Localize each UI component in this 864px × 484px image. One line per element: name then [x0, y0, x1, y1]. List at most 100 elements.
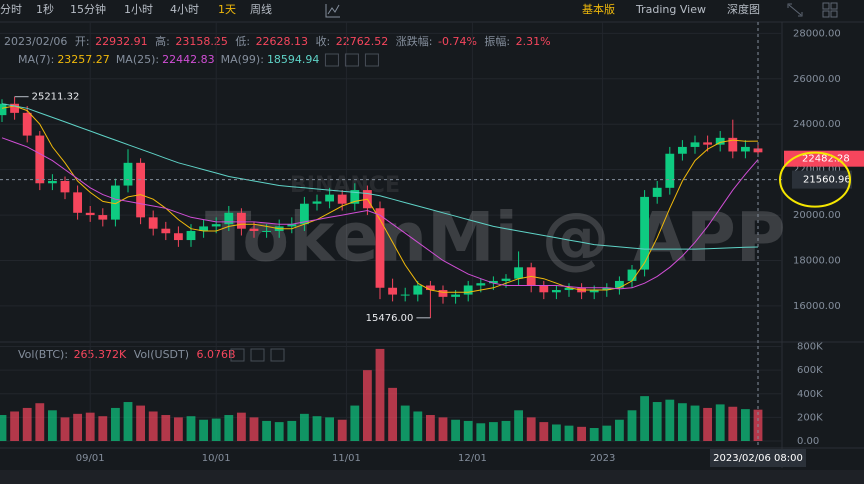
last-price: 22482.28 — [802, 154, 850, 165]
volume-bar — [161, 415, 171, 441]
low-label: 低: — [235, 35, 250, 48]
fullscreen-icon[interactable] — [787, 3, 803, 17]
candle-body — [224, 212, 234, 225]
candle-body — [375, 208, 385, 288]
candle-body — [665, 153, 675, 188]
view-tab[interactable]: 深度图 — [727, 2, 760, 16]
candle-body — [413, 285, 423, 295]
y-tick-label: 20000.00 — [793, 210, 841, 221]
x-tick-label: 11/01 — [332, 453, 361, 464]
volume-bar — [551, 424, 561, 441]
volume-bar — [0, 415, 7, 441]
volume-value: 265.372K — [74, 348, 127, 361]
candle-body — [438, 290, 448, 297]
min-label: 15476.00 — [366, 313, 414, 324]
highlight-circle — [779, 151, 851, 208]
volume-tick-label: 0.00 — [797, 436, 819, 447]
volume-bar — [400, 405, 410, 441]
candle-body — [98, 215, 108, 220]
volume-icons[interactable] — [230, 348, 285, 362]
volume-bar — [539, 422, 549, 441]
candle-body — [715, 137, 725, 145]
candle-body — [186, 230, 196, 241]
interval-tab[interactable]: 15分钟 — [70, 2, 106, 16]
volume-bar — [211, 418, 221, 441]
date: 2023/02/06 — [4, 35, 67, 48]
volume-bar — [463, 420, 473, 441]
interval-tab[interactable]: 4小时 — [170, 3, 199, 16]
volume-bar — [690, 405, 700, 441]
view-tab[interactable]: Trading View — [635, 3, 706, 16]
y-tick-label: 18000.00 — [793, 256, 841, 267]
candle-body — [602, 287, 612, 291]
volume-tick-label: 800K — [797, 342, 823, 353]
legend-icon[interactable] — [344, 53, 359, 67]
candle-body — [400, 294, 410, 296]
legend-icon[interactable] — [324, 53, 339, 67]
candle-body — [425, 285, 435, 291]
volume-bar — [287, 420, 297, 441]
x-tick-label: 12/01 — [458, 453, 487, 464]
open-value: 22932.91 — [95, 35, 148, 48]
candle-body — [551, 290, 561, 293]
volume-bar — [425, 415, 435, 441]
legend-name: MA(7): — [18, 53, 54, 66]
interval-tab[interactable]: 分时 — [0, 3, 22, 16]
volume-bar — [740, 409, 750, 441]
interval-tab[interactable]: 1秒 — [36, 2, 54, 16]
candle-body — [287, 224, 297, 227]
view-tab[interactable]: 基本版 — [582, 2, 615, 16]
volume-bar — [501, 420, 511, 441]
candle-body — [22, 112, 32, 136]
interval-tab[interactable]: 1小时 — [124, 3, 153, 16]
legend-icon[interactable] — [364, 53, 379, 67]
indicator-icon[interactable] — [325, 4, 340, 18]
volume-bar — [451, 419, 461, 441]
volume-bar — [589, 428, 599, 441]
candle-body — [350, 190, 360, 204]
crosshair-date: 2023/02/06 08:00 — [713, 453, 803, 464]
legend-value: 23257.27 — [57, 53, 110, 66]
volume-bar — [715, 404, 725, 441]
x-tick-label: 09/01 — [76, 453, 105, 464]
volume-tick-label: 600K — [797, 365, 823, 376]
volume-bar — [236, 412, 246, 441]
candle-body — [47, 181, 57, 184]
candle-body — [312, 201, 322, 204]
low-value: 22628.13 — [256, 35, 309, 48]
crosshair-price: 21560.96 — [803, 175, 851, 186]
candle-body — [249, 228, 259, 231]
volume-bar — [85, 412, 95, 441]
candle-body — [514, 267, 524, 279]
ohlc-info: 2023/02/06 开: 22932.91 高: 23158.25 低: 22… — [4, 34, 551, 48]
volume-bar — [299, 413, 309, 441]
interval-tab[interactable]: 1天 — [218, 3, 236, 16]
volume-bar — [388, 387, 398, 441]
candle-body — [677, 146, 687, 154]
candle-body — [740, 146, 750, 152]
candle-body — [173, 233, 183, 241]
interval-tab[interactable]: 周线 — [250, 2, 272, 16]
candle-body — [236, 212, 246, 229]
candle-body — [110, 185, 120, 220]
candle-body — [262, 230, 272, 232]
open-label: 开: — [75, 35, 90, 48]
candle-body — [690, 142, 700, 147]
grid-icon[interactable] — [822, 2, 838, 18]
candle-body — [60, 181, 70, 193]
volume-bar — [312, 416, 322, 441]
candle-body — [211, 224, 221, 227]
candle-body — [589, 290, 599, 293]
candle-body — [627, 269, 637, 281]
volume-name: Vol(BTC): — [18, 348, 68, 361]
close-value: 22762.52 — [336, 35, 389, 48]
y-tick-label: 24000.00 — [793, 119, 841, 130]
volume-bar — [652, 402, 662, 441]
volume-bar — [47, 410, 57, 441]
volume-bar — [173, 417, 183, 441]
volume-bar — [640, 396, 650, 441]
volume-tick-label: 400K — [797, 389, 823, 400]
crosshair-date-tag — [710, 449, 806, 467]
candle-body — [299, 203, 309, 225]
